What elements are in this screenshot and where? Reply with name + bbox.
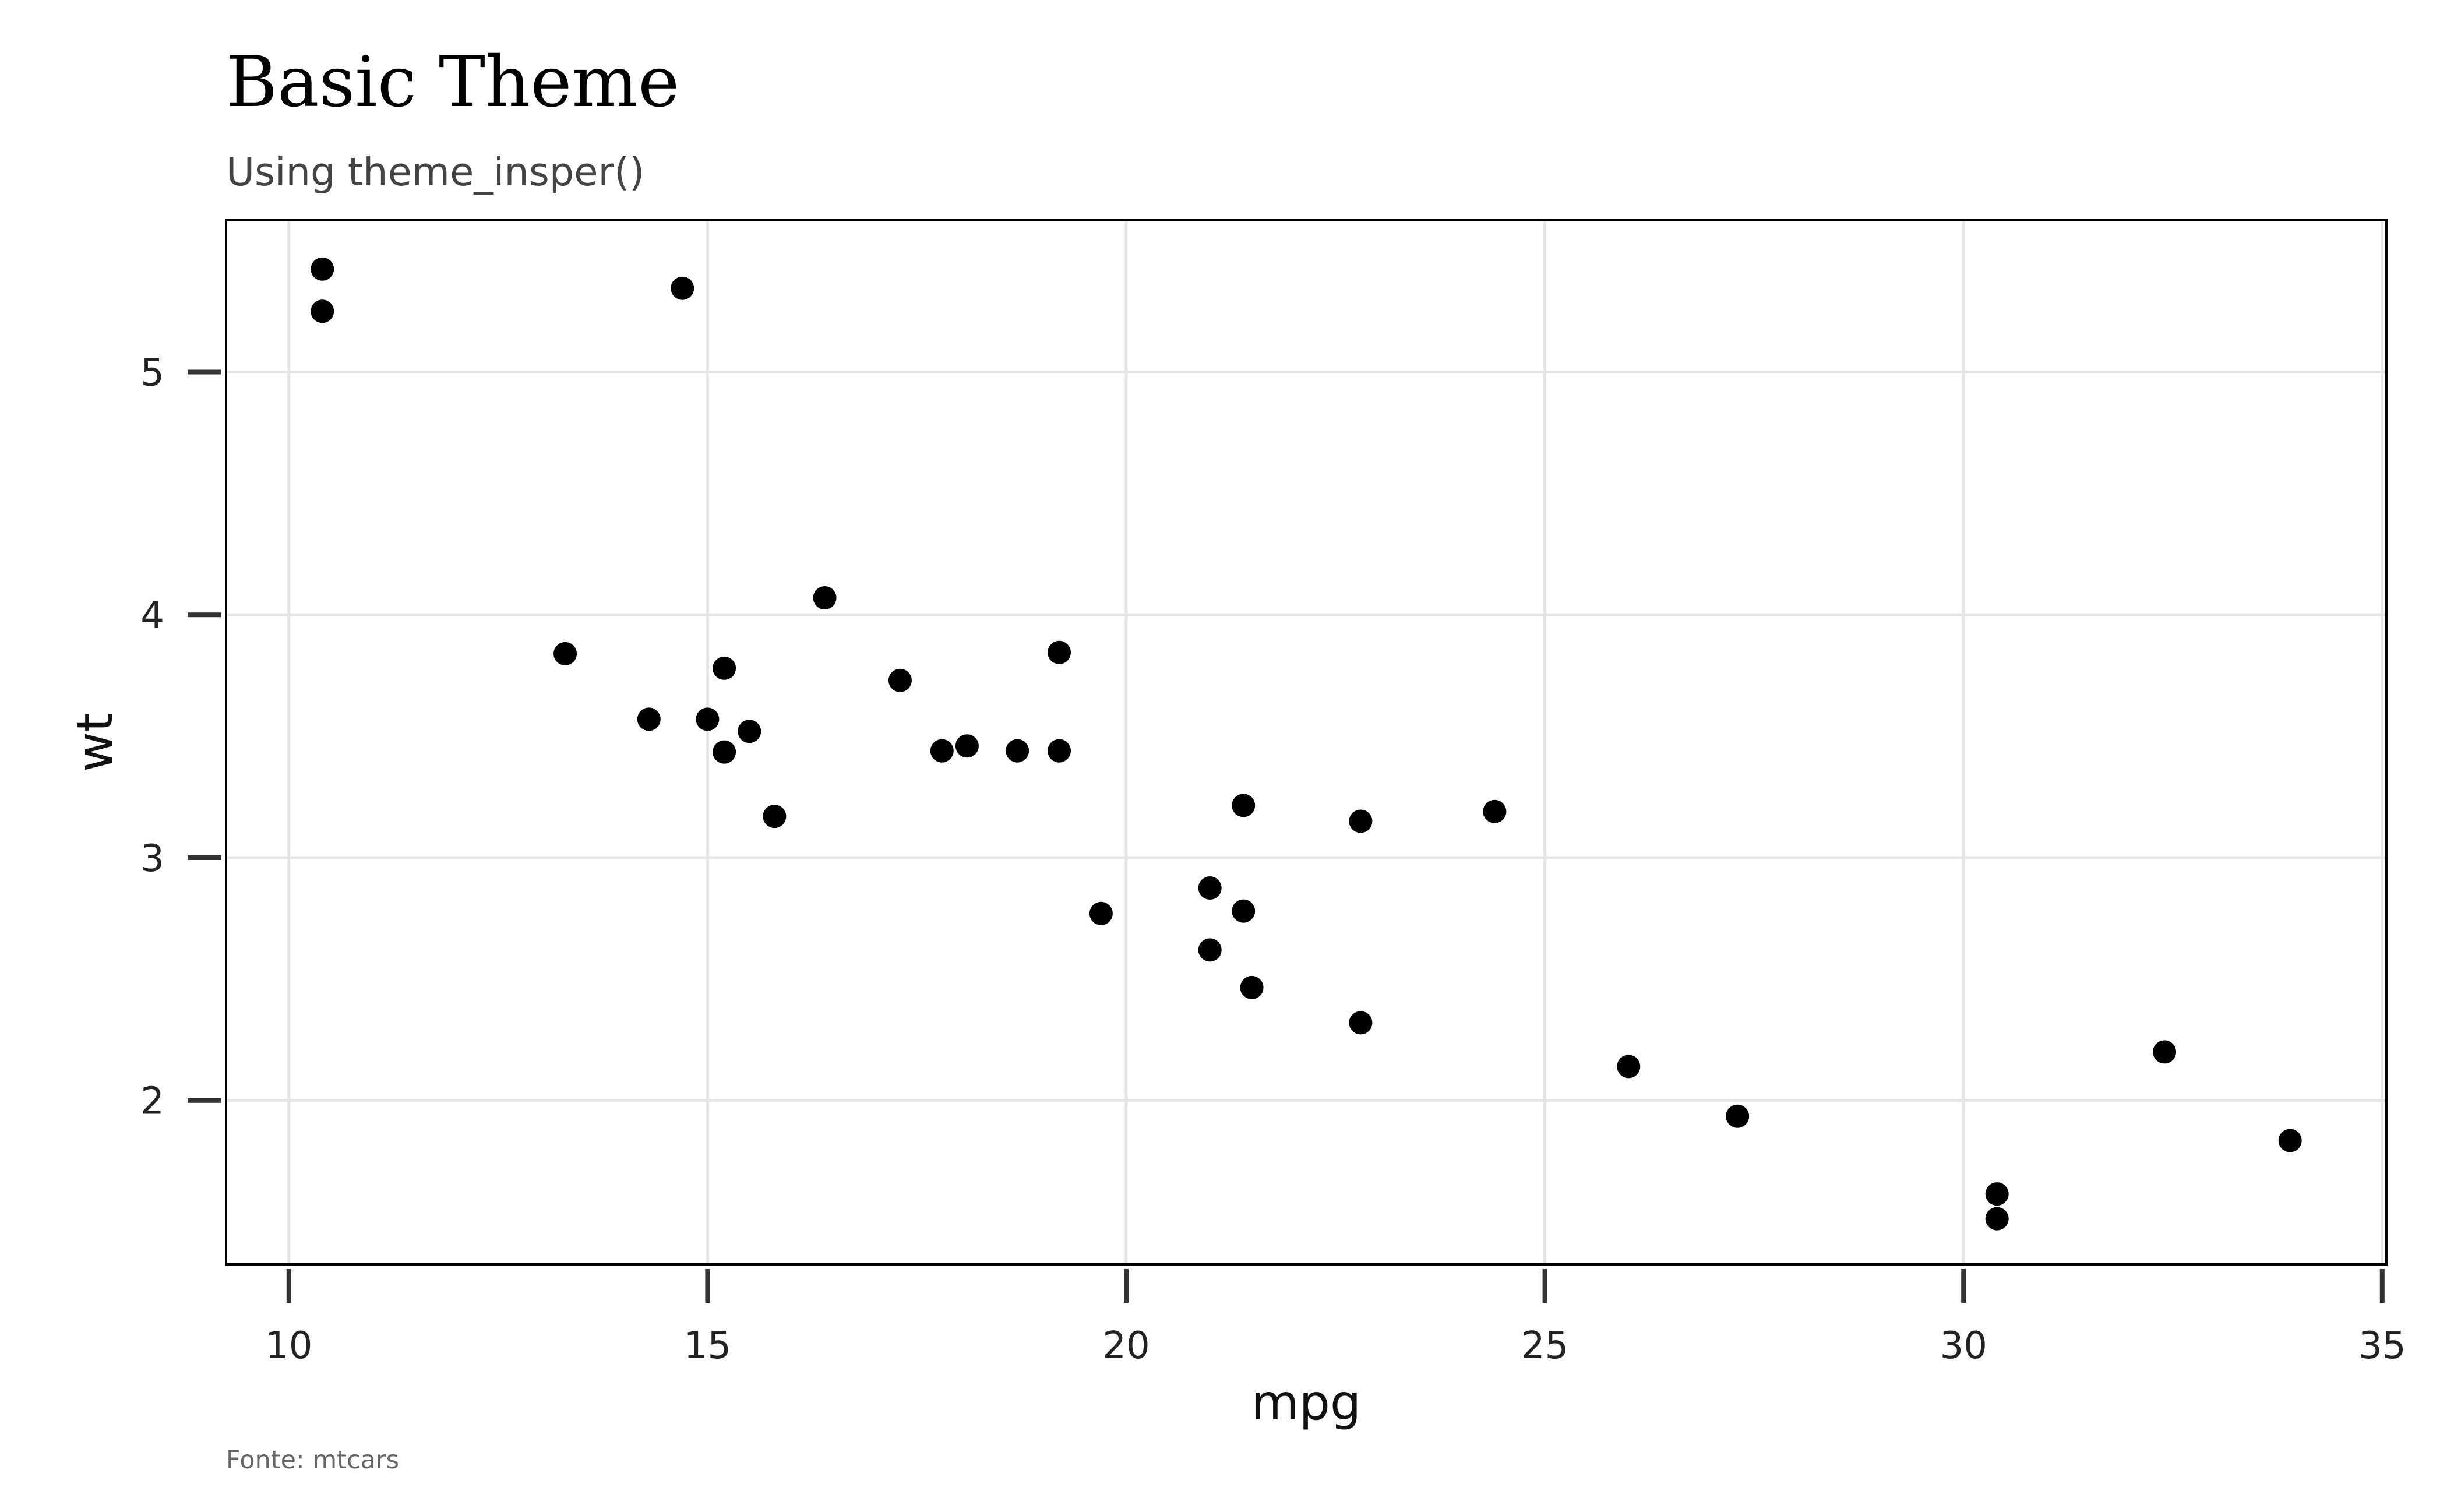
- data-point: [1985, 1182, 2009, 1206]
- chart-title: Basic Theme: [226, 42, 679, 123]
- data-point: [1240, 975, 1264, 999]
- grid-lines: [226, 220, 2386, 1264]
- data-point: [637, 707, 661, 731]
- data-point: [1198, 876, 1222, 900]
- data-point: [763, 805, 787, 829]
- data-point: [1048, 640, 1071, 664]
- data-point: [738, 720, 761, 743]
- plot-panel-border: [225, 219, 2388, 1266]
- y-tick-label: 2: [140, 1080, 164, 1123]
- data-point: [888, 668, 912, 692]
- x-tick-label: 15: [684, 1324, 731, 1368]
- data-point: [2153, 1040, 2177, 1064]
- data-point: [311, 299, 334, 323]
- data-point: [671, 276, 694, 300]
- data-point: [1726, 1104, 1750, 1128]
- data-point: [1349, 809, 1373, 833]
- data-point: [1232, 794, 1256, 817]
- chart-caption: Fonte: mtcars: [226, 1446, 399, 1475]
- data-points: [311, 257, 2302, 1231]
- y-axis: 2 3 4 5: [140, 351, 221, 1123]
- data-point: [955, 734, 979, 758]
- y-axis-title: wt: [66, 713, 124, 772]
- data-point: [1048, 739, 1071, 763]
- x-tick-label: 10: [265, 1324, 312, 1368]
- data-point: [1985, 1207, 2009, 1231]
- x-axis: 10 15 20 25 30 35: [265, 1269, 2406, 1368]
- y-tick-label: 5: [140, 351, 164, 394]
- data-point: [1089, 901, 1113, 925]
- x-axis-title: mpg: [1251, 1374, 1361, 1431]
- data-point: [553, 642, 577, 665]
- data-point: [311, 257, 334, 281]
- data-point: [696, 707, 720, 731]
- x-tick-label: 20: [1102, 1324, 1150, 1368]
- data-point: [713, 740, 736, 764]
- x-tick-label: 25: [1521, 1324, 1568, 1368]
- data-point: [1198, 938, 1222, 962]
- data-point: [713, 656, 736, 680]
- data-point: [1349, 1011, 1373, 1035]
- data-point: [1617, 1055, 1641, 1079]
- data-point: [2278, 1129, 2302, 1152]
- data-point: [1006, 739, 1029, 763]
- data-point: [1483, 799, 1507, 823]
- x-tick-label: 35: [2358, 1324, 2406, 1368]
- chart-subtitle: Using theme_insper(): [226, 149, 644, 195]
- data-point: [1232, 899, 1256, 923]
- data-point: [930, 739, 954, 763]
- x-tick-label: 30: [1940, 1324, 1987, 1368]
- y-tick-label: 4: [140, 594, 164, 637]
- data-point: [813, 586, 837, 610]
- y-tick-label: 3: [140, 837, 164, 880]
